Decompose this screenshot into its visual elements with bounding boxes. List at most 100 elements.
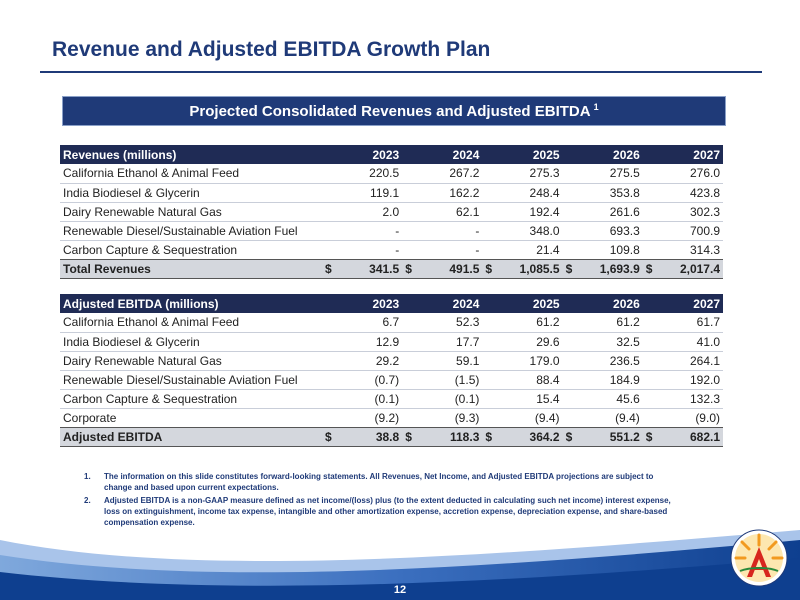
cell-value: 248.4 <box>529 185 560 200</box>
total-value: 491.5 <box>416 258 483 279</box>
row-label: California Ethanol & Animal Feed <box>63 166 240 181</box>
table-row: Renewable Diesel/Sustainable Aviation Fu… <box>60 221 723 240</box>
revenues-header-label: Revenues (millions) <box>60 145 322 164</box>
total-value: 1,085.5 <box>496 258 563 279</box>
year-header: 2027 <box>642 294 723 313</box>
cell-value: 29.2 <box>375 353 400 368</box>
cell-value: 302.3 <box>689 204 720 219</box>
total-label: Total Revenues <box>60 258 322 279</box>
title-divider <box>40 71 762 73</box>
footnote: 1. The information on this slide constit… <box>84 471 674 493</box>
currency-symbol: $ <box>562 258 577 279</box>
row-label: India Biodiesel & Glycerin <box>63 185 200 200</box>
table-row: India Biodiesel & Glycerin 119.1 162.2 2… <box>60 183 723 202</box>
cell-value: 179.0 <box>529 353 560 368</box>
cell-value: 2.0 <box>382 204 400 219</box>
total-revenues-row: Total Revenues $ 341.5 $ 491.5 $ 1,085.5… <box>60 258 723 279</box>
cell-value: 275.3 <box>529 166 560 181</box>
banner-footnote-ref: 1 <box>593 102 599 112</box>
currency-symbol: $ <box>322 258 336 279</box>
cell-value: 423.8 <box>689 185 720 200</box>
section-banner: Projected Consolidated Revenues and Adju… <box>62 96 726 126</box>
cell-value: 264.1 <box>689 353 720 368</box>
cell-value: 276.0 <box>689 166 720 181</box>
cell-value: (9.4) <box>534 410 560 425</box>
table-row: Carbon Capture & Sequestration (0.1) (0.… <box>60 389 723 408</box>
cell-value: 220.5 <box>369 166 400 181</box>
year-header: 2026 <box>562 145 643 164</box>
year-header: 2024 <box>402 145 483 164</box>
cell-value: 17.7 <box>456 334 480 349</box>
table-row: India Biodiesel & Glycerin 12.9 17.7 29.… <box>60 332 723 351</box>
cell-value: 184.9 <box>609 372 640 387</box>
slide-title: Revenue and Adjusted EBITDA Growth Plan <box>52 38 491 61</box>
cell-value: 693.3 <box>609 223 640 238</box>
cell-value: 109.8 <box>609 242 640 257</box>
footnotes: 1. The information on this slide constit… <box>84 471 674 530</box>
year-header: 2025 <box>482 294 563 313</box>
row-label: India Biodiesel & Glycerin <box>63 334 200 349</box>
year-header: 2024 <box>402 294 483 313</box>
year-header: 2027 <box>642 145 723 164</box>
ebitda-header-row: Adjusted EBITDA (millions) 2023 2024 202… <box>60 294 723 313</box>
row-label: Carbon Capture & Sequestration <box>63 391 238 406</box>
adjusted-ebitda-total-row: Adjusted EBITDA $ 38.8 $ 118.3 $ 364.2 $… <box>60 426 723 447</box>
currency-symbol: $ <box>402 426 417 447</box>
currency-symbol: $ <box>482 426 497 447</box>
total-value: 551.2 <box>576 426 643 447</box>
cell-value: 61.2 <box>536 315 560 330</box>
cell-value: 119.1 <box>370 185 400 200</box>
row-label: Carbon Capture & Sequestration <box>63 242 238 257</box>
footnote-text: The information on this slide constitute… <box>104 472 654 492</box>
table-row: Renewable Diesel/Sustainable Aviation Fu… <box>60 370 723 389</box>
ebitda-header-label: Adjusted EBITDA (millions) <box>60 294 322 313</box>
cell-value: 267.2 <box>449 166 480 181</box>
table-row: California Ethanol & Animal Feed 220.5 2… <box>60 164 723 183</box>
cell-value: 32.5 <box>616 334 640 349</box>
row-label: Renewable Diesel/Sustainable Aviation Fu… <box>63 223 298 238</box>
cell-value: 61.2 <box>616 315 640 330</box>
row-label: Dairy Renewable Natural Gas <box>63 353 222 368</box>
cell-value: 59.1 <box>456 353 480 368</box>
footnote-text: Adjusted EBITDA is a non-GAAP measure de… <box>104 496 671 527</box>
revenues-table: Revenues (millions) 2023 2024 2025 2026 … <box>60 145 723 279</box>
total-value: 2,017.4 <box>656 258 723 279</box>
cell-value: 61.7 <box>696 315 720 330</box>
table-row: Carbon Capture & Sequestration - - 21.4 … <box>60 240 723 259</box>
total-value: 38.8 <box>336 426 403 447</box>
cell-value: 700.9 <box>689 223 720 238</box>
cell-value: 29.6 <box>536 334 560 349</box>
cell-value: 192.0 <box>689 372 720 387</box>
total-value: 364.2 <box>496 426 563 447</box>
cell-value: 12.9 <box>375 334 400 349</box>
table-row: California Ethanol & Animal Feed 6.7 52.… <box>60 313 723 332</box>
currency-symbol: $ <box>642 426 657 447</box>
cell-value: 45.6 <box>616 391 640 406</box>
page-number: 12 <box>393 584 407 596</box>
cell-value: 275.5 <box>609 166 640 181</box>
table-row: Dairy Renewable Natural Gas 29.2 59.1 17… <box>60 351 723 370</box>
cell-value: 62.1 <box>456 204 480 219</box>
cell-value: 15.4 <box>536 391 560 406</box>
cell-value: 52.3 <box>456 315 480 330</box>
cell-value: 21.4 <box>536 242 560 257</box>
footnote: 2. Adjusted EBITDA is a non-GAAP measure… <box>84 495 674 528</box>
banner-text: Projected Consolidated Revenues and Adju… <box>189 102 591 120</box>
cell-value: (9.0) <box>695 410 720 425</box>
cell-value: (1.5) <box>454 372 480 387</box>
currency-symbol: $ <box>482 258 497 279</box>
table-row: Corporate (9.2) (9.3) (9.4) (9.4) (9.0) <box>60 408 723 427</box>
cell-value: (0.1) <box>454 391 480 406</box>
row-label: Corporate <box>63 410 117 425</box>
total-value: 341.5 <box>336 258 403 279</box>
aemetis-sun-logo-icon <box>730 529 788 587</box>
currency-symbol: $ <box>562 426 577 447</box>
cell-value: - <box>475 242 480 257</box>
cell-value: 41.0 <box>696 334 720 349</box>
total-value: 1,693.9 <box>576 258 643 279</box>
total-value: 118.3 <box>416 426 483 447</box>
year-header: 2023 <box>322 294 403 313</box>
total-value: 682.1 <box>656 426 723 447</box>
table-row: Dairy Renewable Natural Gas 2.0 62.1 192… <box>60 202 723 221</box>
currency-symbol: $ <box>402 258 417 279</box>
